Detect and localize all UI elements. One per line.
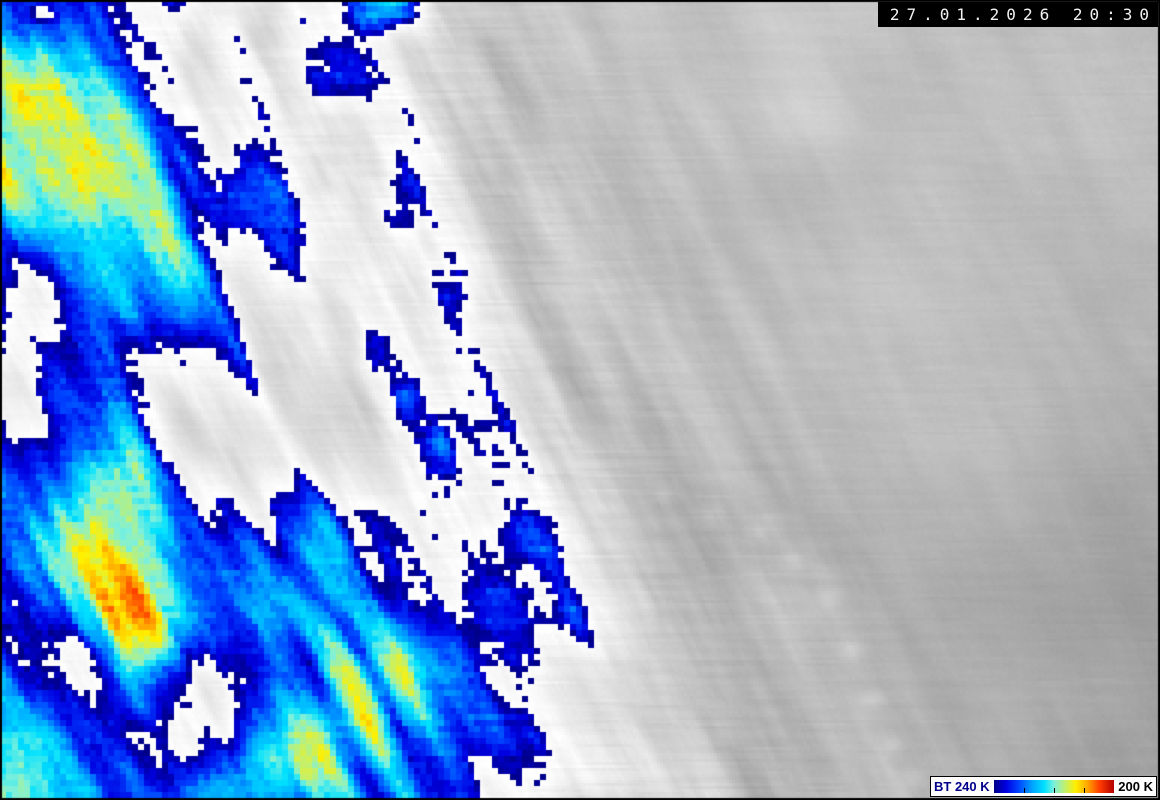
colorbar-max-label: 200 K: [1118, 779, 1153, 794]
colorbar-tick: [1084, 788, 1086, 793]
colorbar-gradient: [993, 780, 1115, 793]
timestamp-overlay: 27.01.2026 20:30: [877, 2, 1158, 27]
colorbar-tick: [1023, 788, 1025, 793]
colorbar-min-label: BT 240 K: [934, 779, 990, 794]
colorbar-legend: BT 240 K 200 K: [930, 776, 1157, 797]
colorbar-tick: [1053, 788, 1055, 793]
